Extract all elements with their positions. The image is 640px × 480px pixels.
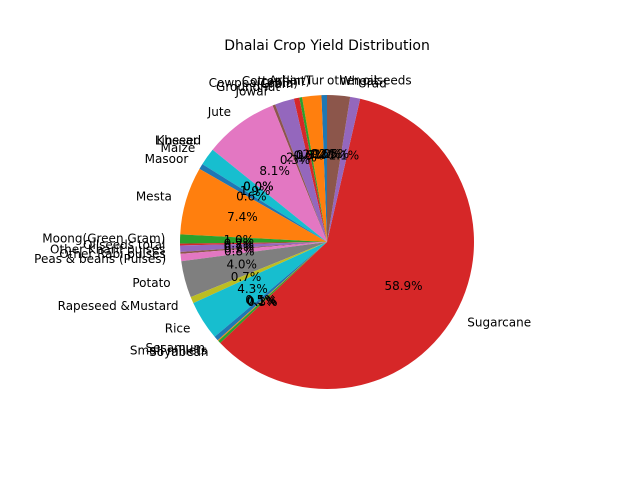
slice-labels: Arhar/Tur 0.6% Cotton(lint) 2.1% Cowpea(Lobi… — [34, 73, 531, 359]
slice-label-small-millets: Small millets — [130, 344, 207, 358]
slice-percent-rice: 4.3% — [237, 282, 268, 296]
slice-label-khesari: Khesari — [156, 133, 201, 147]
slice-label-rapeseed-mustard: Rapeseed &Mustard — [58, 299, 179, 313]
pie-slice-other-kharif-pulses — [180, 242, 327, 252]
pie-slice-oilseeds-total — [180, 242, 327, 246]
chart-title: Dhalai Crop Yield Distribution — [224, 38, 430, 54]
slice-label-oilseeds-total: Oilseeds total — [83, 238, 165, 252]
slice-percent-wheat: 2.5% — [319, 147, 350, 161]
slice-percent-gram: 0.6% — [293, 149, 324, 163]
pie-slices — [180, 95, 474, 389]
slice-label-wheat: Wheat — [340, 74, 379, 88]
pie-slice-rapeseed-mustard — [190, 242, 327, 304]
slice-percent-small-millets: 0.1% — [246, 294, 277, 308]
pie-slice-cotton-lint — [302, 95, 327, 242]
pie-slice-small-millets — [217, 242, 327, 341]
slice-percent-other-oilseeds: 0.0% — [312, 147, 343, 161]
slice-label-peas-beans-pulses: Peas & beans (Pulses) — [34, 252, 166, 266]
slice-percent-arhar-tur: 0.6% — [310, 147, 341, 161]
slice-percent-soyabean: 0.3% — [247, 295, 278, 309]
slice-label-sugarcane: Sugarcane — [467, 315, 531, 329]
slice-label-other-kharif-pulses: Other Kharif pulses — [50, 242, 165, 256]
slice-percent-urad: 1.1% — [329, 148, 360, 162]
slice-label-maize: Maize — [161, 141, 196, 155]
slice-label-linseed: Linseed — [155, 133, 201, 147]
pie-slice-jute — [212, 105, 327, 242]
slice-label-masoor: Masoor — [145, 152, 189, 166]
slice-percent-potato: 4.0% — [226, 257, 257, 271]
slice-percent-masoor: 0.6% — [236, 190, 267, 204]
pie-slice-soyabean — [218, 242, 327, 344]
slice-label-moong-green-gram: Moong(Green Gram) — [42, 232, 165, 246]
pie-slice-rice — [193, 242, 327, 337]
pie-slice-sesamum — [214, 242, 327, 341]
pie-slice-potato — [181, 242, 327, 298]
slice-percent-khesari: 0.0% — [243, 180, 274, 194]
slice-label-other-oilseeds: other oilseeds — [327, 73, 412, 87]
slice-percent-cowpea-lobia: 0.3% — [296, 148, 327, 162]
pie-slice-urad — [327, 96, 361, 243]
slice-percent-oilseeds-total: 0.2% — [224, 237, 255, 251]
pie-slice-jowar — [272, 104, 327, 242]
slice-label-urad: Urad — [358, 76, 387, 90]
slice-percent-jowar: 0.3% — [280, 153, 311, 167]
pie-slice-other-rabi-pulses — [180, 242, 327, 254]
slice-label-arhar-tur: Arhar/Tur — [269, 73, 324, 87]
slice-label-gram: Gram — [260, 77, 293, 91]
pie-slice-peas-beans-pulses — [180, 242, 327, 262]
slice-label-groundnut: Groundnut — [216, 80, 280, 94]
pie-slice-wheat — [327, 95, 351, 242]
slice-percent-maize: 1.9% — [240, 184, 271, 198]
slice-label-rice: Rice — [165, 322, 191, 336]
slice-label-soyabean: Soyabean — [149, 345, 208, 359]
slice-label-other-rabi-pulses: Other Rabi pulses — [59, 247, 166, 261]
pie-slice-masoor — [199, 164, 327, 242]
slice-percent-sugarcane: 58.9% — [384, 279, 422, 293]
slice-label-jute: Jute — [207, 105, 231, 119]
slice-percent-linseed: 0.0% — [243, 180, 274, 194]
pie-slice-gram — [293, 97, 327, 242]
pie-slice-cowpea-lobia — [299, 97, 327, 242]
slice-percent-jute: 8.1% — [259, 164, 290, 178]
pie-slice-mesta — [180, 168, 327, 242]
slice-percent-mesta: 7.4% — [227, 210, 258, 224]
slice-label-jowar: Jowar — [235, 84, 269, 98]
slice-percent-rapeseed-mustard: 0.7% — [231, 270, 262, 284]
slice-percent-sesamum: 0.5% — [245, 293, 276, 307]
slice-percent-cotton-lint: 2.1% — [303, 147, 334, 161]
slice-percent-groundnut: 2.1% — [286, 151, 317, 165]
pie-slice-groundnut — [275, 98, 327, 242]
slice-label-cowpea-lobia: Cowpea(Lobia) — [209, 76, 298, 90]
pie-slice-arhar-tur — [321, 95, 327, 242]
slice-percent-peas-beans-pulses: 0.8% — [224, 244, 255, 258]
slice-percent-other-kharif-pulses: 0.7% — [224, 239, 255, 253]
pie-slice-moong-green-gram — [180, 234, 327, 244]
slice-label-cotton-lint: Cotton(lint) — [242, 74, 310, 88]
slice-percent-other-rabi-pulses: 0.2% — [224, 242, 255, 256]
slice-label-sesamum: Sesamum — [145, 341, 205, 355]
pie-slice-sugarcane — [220, 98, 474, 389]
pie-slice-maize — [202, 149, 327, 242]
slice-percent-moong-green-gram: 1.0% — [224, 233, 255, 247]
slice-label-potato: Potato — [132, 276, 170, 290]
slice-label-mesta: Mesta — [136, 189, 172, 203]
